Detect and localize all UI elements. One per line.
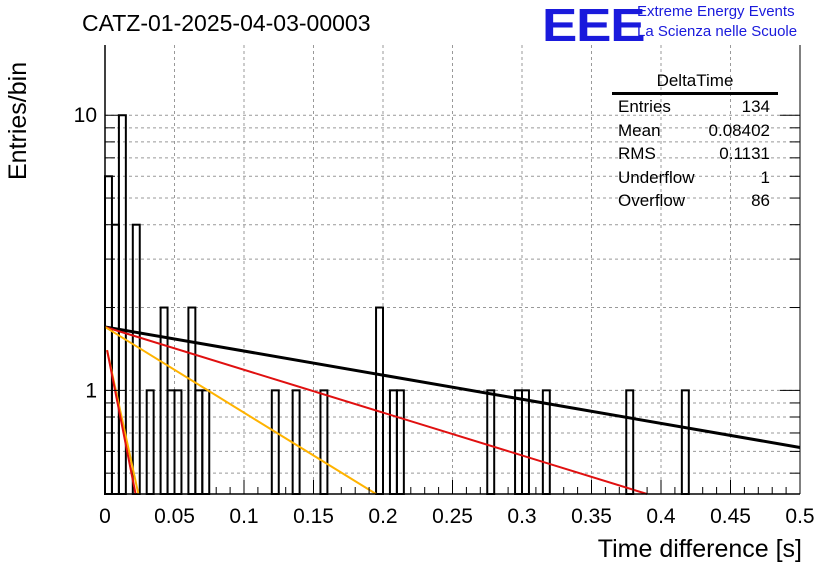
x-tick-label: 0.15 bbox=[293, 505, 334, 528]
x-tick-label: 0.35 bbox=[571, 505, 612, 528]
stats-row-underflow: Underflow 1 bbox=[612, 166, 778, 190]
logo-caption-line2: La Scienza nelle Scuole bbox=[637, 23, 798, 40]
histogram-bin bbox=[514, 389, 523, 495]
histogram-bars bbox=[104, 114, 690, 496]
stats-label: Underflow bbox=[618, 167, 695, 187]
x-axis-label: Time difference [s] bbox=[597, 535, 802, 563]
logo-caption-line1: Extreme Energy Events bbox=[637, 3, 795, 20]
histogram-bin bbox=[104, 175, 113, 495]
histogram-bin bbox=[187, 306, 197, 496]
stats-row-rms: RMS 0.1131 bbox=[612, 142, 778, 166]
histogram-bin bbox=[194, 389, 204, 495]
stats-label: Entries bbox=[618, 97, 671, 116]
histogram-bin bbox=[110, 223, 120, 495]
x-tick-label: 0.3 bbox=[507, 505, 536, 528]
stats-row-overflow: Overflow 86 bbox=[612, 189, 778, 213]
histogram-bin bbox=[541, 389, 551, 495]
fit-curve bbox=[104, 325, 801, 449]
y-tick-label: 1 bbox=[85, 379, 97, 402]
x-tick-label: 0.2 bbox=[368, 505, 397, 528]
x-tick-label: 0 bbox=[99, 505, 111, 528]
stats-box-title: DeltaTime bbox=[612, 70, 778, 95]
histogram-bin bbox=[166, 389, 176, 495]
histogram-bin bbox=[375, 306, 384, 496]
histogram-bin bbox=[319, 389, 329, 495]
x-tick-label: 0.05 bbox=[154, 505, 195, 528]
histogram-bin bbox=[388, 389, 398, 495]
stats-value: 134 bbox=[741, 97, 770, 116]
stats-label: Mean bbox=[618, 120, 661, 140]
stats-label: RMS bbox=[618, 144, 656, 163]
histogram-bin bbox=[625, 389, 635, 495]
fit-curves bbox=[104, 325, 801, 495]
histogram-bin bbox=[173, 389, 183, 495]
x-tick-label: 0.5 bbox=[785, 505, 814, 528]
histogram-bin bbox=[486, 389, 496, 495]
fit-curve bbox=[106, 349, 137, 495]
histogram-bin bbox=[270, 389, 280, 495]
stats-label: Overflow bbox=[618, 191, 686, 210]
fit-curve bbox=[104, 326, 377, 495]
plot-title: CATZ-01-2025-04-03-00003 bbox=[82, 10, 371, 36]
stats-value: 0.1131 bbox=[719, 144, 770, 163]
axis-ticks: 0 0.05 0.1 0.15 0.2 0.25 0.3 0.35 0.4 0.45 0.5 1 10 bbox=[74, 104, 815, 528]
fit-curve bbox=[104, 325, 648, 495]
y-axis-label: Entries/bin bbox=[4, 61, 32, 180]
x-tick-label: 0.45 bbox=[710, 505, 751, 528]
stats-row-mean: Mean 0.08402 bbox=[612, 119, 778, 143]
stats-row-entries: Entries 134 bbox=[612, 95, 778, 119]
y-tick-label: 10 bbox=[74, 104, 97, 127]
eee-logo: EEE bbox=[542, 0, 646, 51]
histogram-bin bbox=[145, 389, 155, 495]
stats-value: 86 bbox=[751, 191, 770, 210]
histogram-bin bbox=[680, 389, 690, 495]
stats-value: 1 bbox=[760, 167, 770, 187]
x-tick-label: 0.25 bbox=[432, 505, 473, 528]
stats-value: 0.08402 bbox=[708, 120, 770, 140]
histogram-bin bbox=[395, 389, 405, 495]
histogram-bin bbox=[131, 223, 141, 495]
histogram-bin bbox=[521, 389, 530, 495]
x-tick-label: 0.1 bbox=[229, 505, 258, 528]
logo-caption: Extreme Energy Events La Scienza nelle S… bbox=[637, 2, 797, 42]
x-tick-label: 0.4 bbox=[646, 505, 676, 528]
stats-box: DeltaTime Entries 134 Mean 0.08402 RMS 0… bbox=[612, 70, 778, 213]
histogram-bin bbox=[201, 389, 211, 495]
